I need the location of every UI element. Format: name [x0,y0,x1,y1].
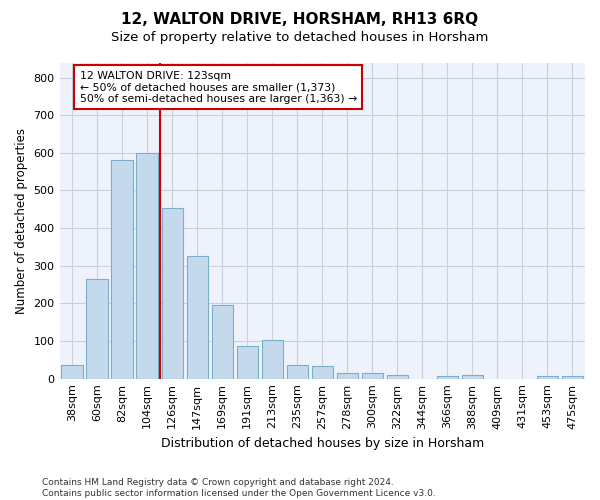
Bar [462,375,483,378]
Bar [136,153,158,378]
Bar [112,160,133,378]
Y-axis label: Number of detached properties: Number of detached properties [15,128,28,314]
Bar [387,375,408,378]
Bar [86,279,108,378]
Bar [537,376,558,378]
Bar [187,256,208,378]
X-axis label: Distribution of detached houses by size in Horsham: Distribution of detached houses by size … [161,437,484,450]
Bar [262,340,283,378]
Bar [236,346,258,378]
Bar [161,208,183,378]
Text: Size of property relative to detached houses in Horsham: Size of property relative to detached ho… [112,31,488,44]
Text: Contains HM Land Registry data © Crown copyright and database right 2024.
Contai: Contains HM Land Registry data © Crown c… [42,478,436,498]
Bar [212,305,233,378]
Bar [562,376,583,378]
Bar [311,366,333,378]
Text: 12, WALTON DRIVE, HORSHAM, RH13 6RQ: 12, WALTON DRIVE, HORSHAM, RH13 6RQ [121,12,479,28]
Bar [337,373,358,378]
Bar [61,365,83,378]
Bar [287,365,308,378]
Bar [362,373,383,378]
Text: 12 WALTON DRIVE: 123sqm
← 50% of detached houses are smaller (1,373)
50% of semi: 12 WALTON DRIVE: 123sqm ← 50% of detache… [80,71,357,104]
Bar [437,376,458,378]
